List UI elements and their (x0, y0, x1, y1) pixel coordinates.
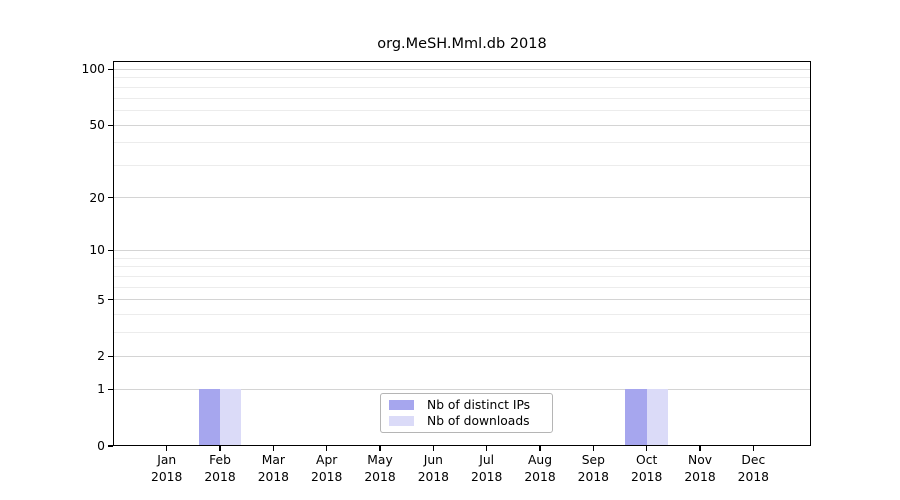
legend-swatch-distinct-ips-icon (389, 400, 414, 411)
x-tick-label-year: 2018 (257, 470, 289, 484)
x-tick-mark (219, 446, 221, 451)
y-tick-label: 50 (89, 118, 105, 133)
legend-swatch-downloads-icon (389, 415, 414, 426)
legend: Nb of distinct IPs Nb of downloads (380, 393, 553, 433)
x-tick-mark (486, 446, 488, 451)
y-tick-label: 20 (89, 190, 105, 205)
y-tick-label: 0 (97, 439, 105, 453)
x-tick-label-year: 2018 (471, 470, 503, 484)
x-tick-label-month: Nov (688, 453, 712, 467)
gridline-major (113, 124, 811, 126)
x-tick-label-month: Apr (316, 453, 338, 467)
x-tick-label-month: Aug (527, 453, 552, 467)
x-tick-label-month: Dec (741, 453, 766, 467)
x-tick-label-year: 2018 (204, 470, 236, 484)
legend-label-downloads: Nb of downloads (427, 413, 530, 428)
gridline-minor (113, 314, 811, 316)
gridline-major (113, 197, 811, 199)
legend-entry-distinct-ips: Nb of distinct IPs (389, 398, 544, 412)
x-tick-mark (272, 446, 274, 451)
y-tick-mark (108, 299, 113, 301)
x-tick-label-month: May (367, 453, 393, 467)
bar-distinct-ips (625, 389, 647, 446)
y-tick-mark (108, 124, 113, 126)
x-tick-label-month: Jan (157, 453, 177, 467)
x-tick-label-year: 2018 (577, 470, 609, 484)
gridline-minor (113, 266, 811, 268)
x-tick-label-year: 2018 (151, 470, 183, 484)
x-tick-label-year: 2018 (737, 470, 769, 484)
y-tick-mark (108, 249, 113, 251)
y-tick-mark (108, 355, 113, 357)
x-tick-label-month: Oct (636, 453, 658, 467)
x-tick-mark (646, 446, 648, 451)
y-tick-label: 2 (97, 349, 105, 364)
chart-title: org.MeSH.Mml.db 2018 (377, 36, 547, 52)
x-tick-mark (379, 446, 381, 451)
gridline-minor (113, 165, 811, 167)
x-tick-label-year: 2018 (311, 470, 343, 484)
gridline-minor (113, 97, 811, 99)
x-tick-label-year: 2018 (524, 470, 556, 484)
x-tick-label-year: 2018 (684, 470, 716, 484)
y-tick-label: 5 (97, 292, 105, 307)
gridline-minor (113, 286, 811, 288)
gridline-minor (113, 86, 811, 88)
gridline-minor (113, 275, 811, 277)
gridline-minor (113, 110, 811, 112)
x-tick-label-year: 2018 (364, 470, 396, 484)
x-tick-label-month: Sep (581, 453, 605, 467)
gridline-minor (113, 77, 811, 79)
bar-distinct-ips (198, 389, 221, 446)
gridline-major (113, 355, 811, 357)
bar-downloads (220, 389, 242, 446)
bar-downloads (646, 389, 668, 446)
y-tick-label: 100 (81, 62, 105, 77)
x-tick-mark (432, 446, 434, 451)
x-tick-label-month: Feb (209, 453, 231, 467)
x-tick-mark (326, 446, 328, 451)
gridline-major (113, 388, 811, 390)
gridline-major (113, 68, 811, 70)
x-tick-mark (592, 446, 594, 451)
gridline-minor (113, 257, 811, 259)
y-tick-label: 1 (97, 382, 105, 397)
y-tick-mark (108, 445, 113, 447)
x-tick-label-year: 2018 (631, 470, 663, 484)
x-tick-label-month: Jun (423, 453, 443, 467)
y-tick-mark (108, 196, 113, 199)
legend-entry-downloads: Nb of downloads (389, 414, 544, 428)
y-tick-mark (108, 68, 113, 71)
x-tick-label-month: Mar (261, 453, 285, 467)
x-tick-mark (539, 446, 541, 451)
x-tick-mark (752, 446, 754, 451)
legend-label-distinct-ips: Nb of distinct IPs (427, 398, 531, 413)
y-tick-mark (108, 388, 113, 391)
gridline-minor (113, 332, 811, 334)
x-tick-mark (166, 446, 168, 451)
x-tick-mark (699, 446, 701, 451)
x-tick-label-year: 2018 (417, 470, 449, 484)
x-tick-label-month: Jul (479, 453, 495, 467)
gridline-major (113, 299, 811, 301)
gridline-major (113, 249, 811, 251)
gridline-minor (113, 142, 811, 144)
y-tick-label: 10 (89, 243, 105, 258)
